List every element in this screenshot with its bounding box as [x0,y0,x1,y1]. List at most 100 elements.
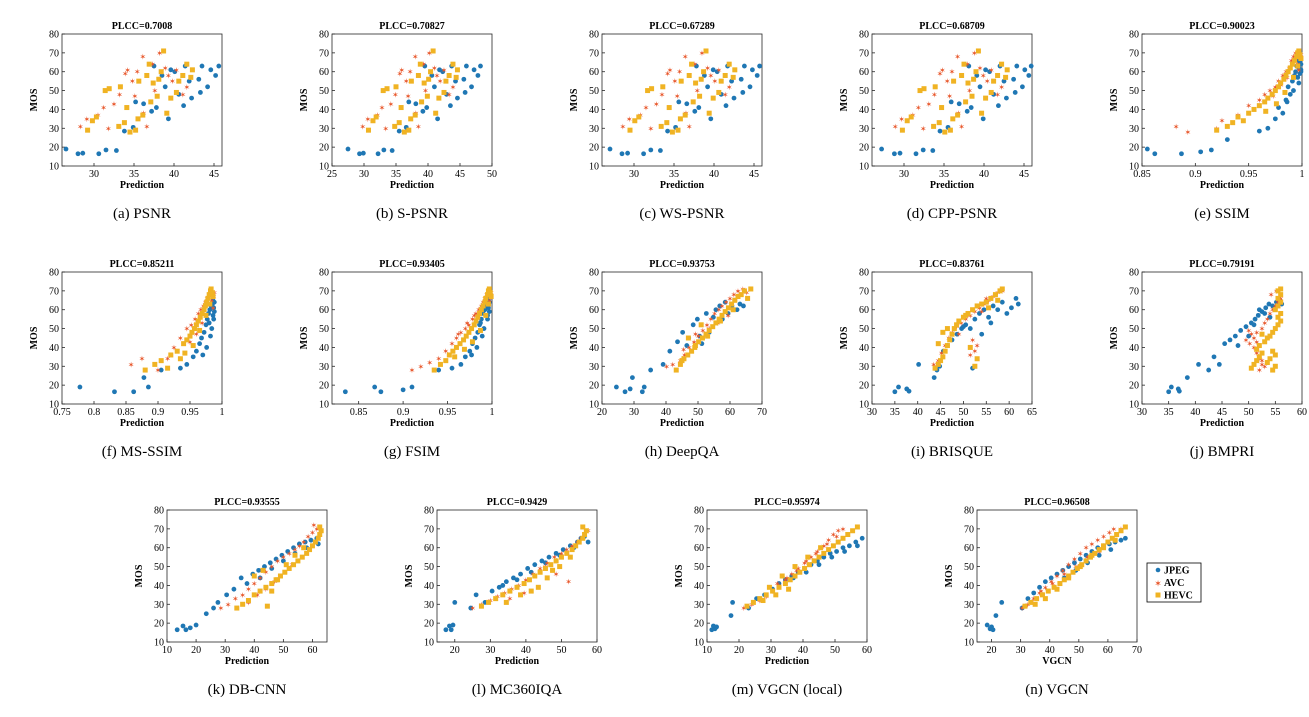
data-point-avc: ✶ [268,563,275,572]
data-point-avc: ✶ [1272,83,1279,92]
data-point-hevc [940,329,946,335]
data-point-hevc [950,116,956,122]
data-point-jpeg [472,335,478,341]
axes-box [706,509,868,643]
data-point-avc: ✶ [1279,71,1286,80]
y-tick-label: 80 [1129,268,1139,279]
x-tick-label: 40 [423,169,433,180]
x-tick-label: 35 [1164,407,1174,418]
data-point-avc: ✶ [978,308,985,317]
data-point-hevc [995,72,1001,78]
data-point-hevc [1278,310,1284,316]
data-point-hevc [766,584,772,590]
data-point-jpeg [204,316,210,322]
axes-box [61,271,223,405]
y-tick-label: 60 [154,543,164,554]
data-point-hevc [1034,596,1040,602]
data-point-avc: ✶ [1245,102,1252,111]
data-point-avc: ✶ [183,325,190,334]
data-point-hevc [1285,69,1291,75]
y-tick-label: 20 [49,381,59,392]
data-point-jpeg [990,627,996,633]
data-point-jpeg [1291,88,1296,93]
data-point-avc: ✶ [1253,349,1260,358]
x-tick-label: 30 [485,645,495,656]
data-point-avc: ✶ [523,576,530,585]
data-point-avc: ✶ [521,589,528,598]
data-point-avc: ✶ [199,319,206,328]
x-axis-label: Prediction [120,180,165,191]
data-point-jpeg [345,146,351,152]
data-point-hevc [1122,524,1128,530]
data-point-hevc [573,543,579,549]
data-point-avc: ✶ [969,336,976,345]
x-tick-label: 30 [899,169,909,180]
y-tick-label: 40 [1129,105,1139,116]
scatter-panel: PLCC=0.96508 20 30 40 50 60 70 10 20 30 40 50 60 70 80… [944,497,1142,698]
data-point-jpeg [1025,596,1031,602]
data-point-hevc [370,118,376,124]
data-point-hevc [965,80,971,86]
data-point-jpeg [296,541,302,547]
x-tick-label: 60 [1297,407,1307,418]
x-tick-label: 30 [89,169,99,180]
data-point-avc: ✶ [686,343,693,352]
data-point-hevc [935,361,941,367]
data-point-hevc [365,127,371,133]
data-point-jpeg [469,84,474,90]
data-point-hevc [1074,565,1080,571]
legend-label-hevc: HEVC [1164,591,1193,602]
data-point-hevc [1269,91,1275,97]
data-point-jpeg [1072,560,1077,566]
data-point-jpeg [196,76,202,82]
data-point-avc: ✶ [671,77,678,86]
y-tick-label: 20 [319,381,329,392]
data-point-avc: ✶ [1042,583,1049,592]
data-point-hevc [263,584,269,590]
data-point-avc: ✶ [364,115,371,124]
panel-caption: (f) MS-SSIM [102,444,182,460]
data-point-hevc [1278,80,1284,86]
data-point-hevc [269,581,275,587]
data-point-hevc [291,562,297,568]
data-point-avc: ✶ [653,100,660,109]
x-tick-label: 30 [766,645,776,656]
data-point-hevc [500,592,506,598]
data-point-hevc [983,95,989,101]
data-point-hevc [677,116,683,122]
data-point-hevc [713,320,719,326]
x-tick-label: 10 [702,645,712,656]
data-point-jpeg [1243,324,1249,330]
y-tick-label: 30 [1129,124,1139,135]
data-point-hevc [528,588,534,594]
data-point-jpeg [174,627,180,633]
data-point-avc: ✶ [898,115,905,124]
data-point-hevc [854,524,860,530]
y-tick-label: 20 [319,143,329,154]
data-point-jpeg [834,549,839,554]
data-point-hevc [970,307,976,313]
axes-box [601,271,763,405]
data-point-hevc [569,547,575,553]
data-point-jpeg [372,384,378,390]
data-point-hevc [1262,339,1268,345]
y-tick-label: 80 [319,30,329,41]
y-tick-label: 70 [49,48,59,59]
data-point-jpeg [206,320,212,326]
panel-title: PLCC=0.7008 [112,21,172,32]
data-point-jpeg [443,627,449,633]
data-point-hevc [722,72,728,78]
y-tick-label: 60 [964,543,974,554]
data-point-hevc [986,305,992,311]
data-point-avc: ✶ [105,124,112,133]
data-point-hevc [999,286,1005,292]
data-point-hevc [1278,299,1284,305]
data-point-hevc [1003,74,1009,80]
data-point-hevc [1276,84,1282,90]
data-point-jpeg [1096,552,1102,558]
data-point-hevc [1070,569,1076,575]
data-point-hevc [161,48,167,54]
data-point-jpeg [981,307,987,313]
y-tick-label: 10 [694,638,704,649]
data-point-avc: ✶ [405,92,412,101]
